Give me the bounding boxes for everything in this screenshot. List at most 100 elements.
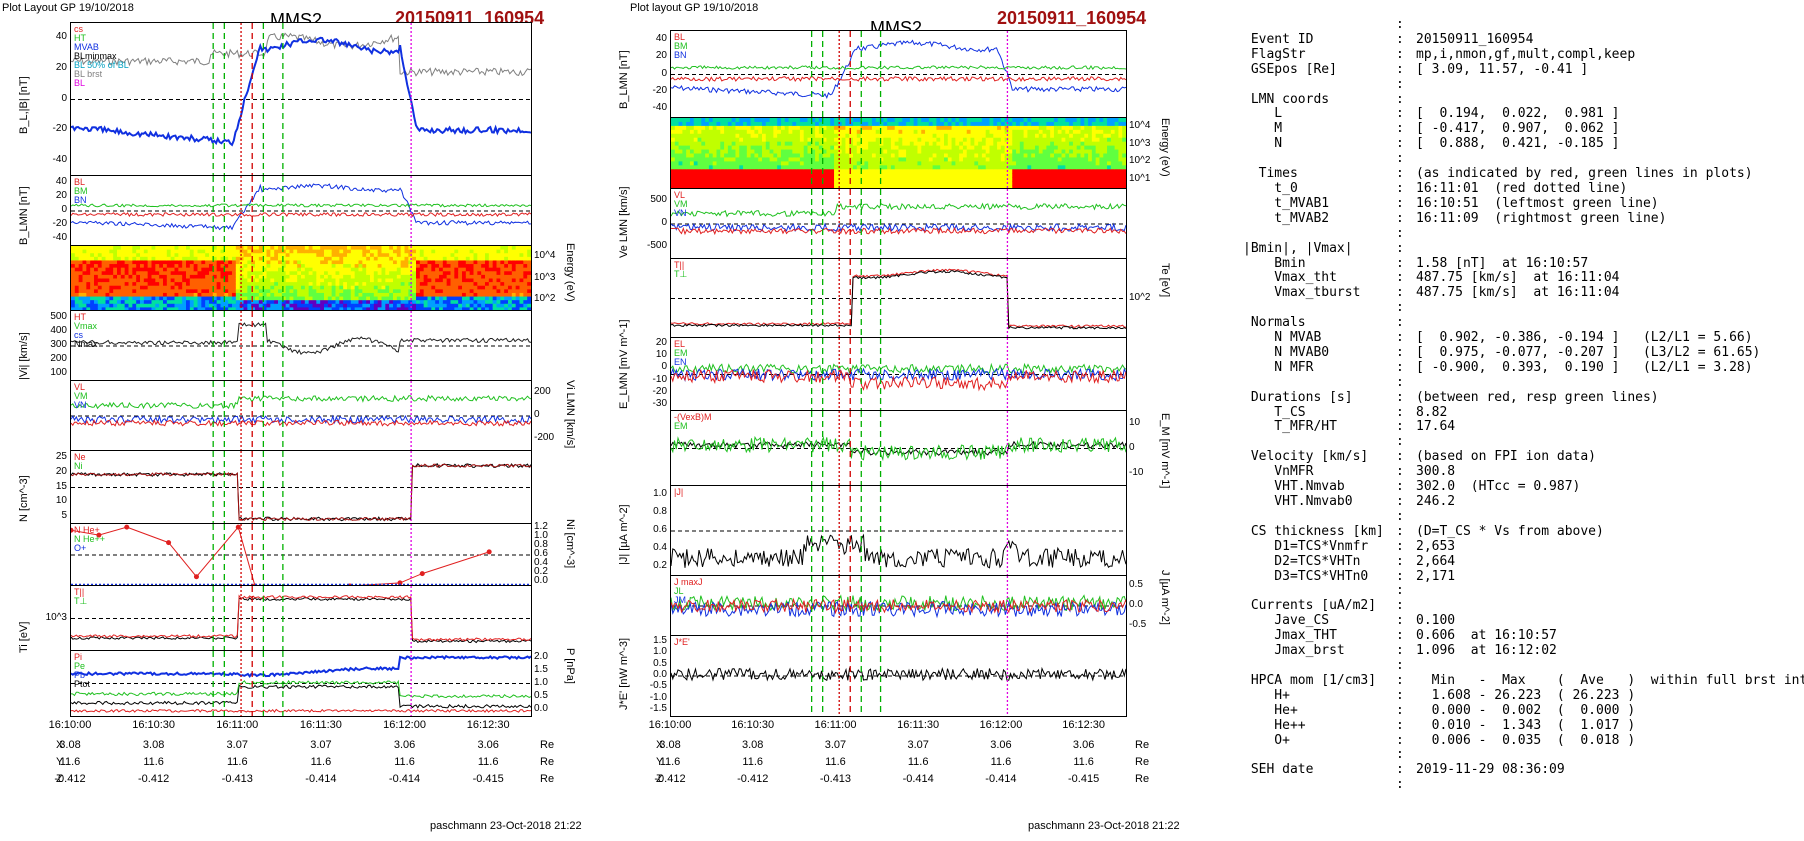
- spectrogram-cell: [921, 141, 926, 147]
- spectrogram-cell: [488, 274, 494, 279]
- spectrogram-cell: [74, 274, 80, 279]
- spectrogram-cell: [966, 181, 972, 186]
- spectrogram-cell: [716, 129, 721, 135]
- spectrogram-cell: [274, 246, 279, 251]
- spectrogram-cell: [803, 133, 808, 139]
- spectrogram-cell: [393, 303, 398, 308]
- spectrogram-cell: [841, 118, 846, 123]
- spectrogram-cell: [788, 157, 793, 162]
- spectrogram-cell: [1057, 185, 1063, 189]
- data-series-line: [71, 32, 531, 77]
- spectrogram-cell: [1053, 129, 1059, 135]
- spectrogram-cell: [86, 267, 91, 272]
- spectrogram-cell: [94, 264, 99, 269]
- spectrogram-cell: [358, 303, 363, 308]
- info-separator: :: [1396, 330, 1404, 346]
- spectrogram-cell: [864, 169, 869, 174]
- spectrogram-cell: [86, 282, 91, 287]
- position-row-label: Y: [56, 756, 64, 768]
- spectrogram-cell: [762, 185, 767, 189]
- spectrogram-cell: [86, 246, 91, 251]
- spectrogram-cell: [136, 296, 141, 301]
- spectrogram-cell: [1023, 145, 1028, 151]
- spectrogram-cell: [841, 133, 846, 139]
- spectrogram-cell: [902, 181, 907, 186]
- spectrogram-cell: [465, 267, 471, 272]
- spectrogram-cell: [515, 303, 520, 308]
- spectrogram-cell: [431, 292, 436, 298]
- y-axis-label: B_L,|B| [nT]: [18, 75, 30, 134]
- spectrogram-cell: [849, 161, 854, 166]
- spectrogram-cell: [913, 121, 918, 127]
- position-value: 3.06: [990, 739, 1012, 751]
- spectrogram-cell: [754, 165, 759, 170]
- spectrogram-cell: [465, 300, 471, 305]
- spectrogram-cell: [883, 137, 888, 143]
- y-tick-label: 1.0: [653, 488, 667, 499]
- spectrogram-cell: [197, 249, 202, 254]
- spectrogram-cell: [477, 282, 482, 287]
- spectrogram-cell: [1057, 177, 1063, 182]
- spectrogram-cell: [754, 161, 759, 166]
- spectrogram-cell: [354, 289, 359, 294]
- spectrogram-cell: [316, 256, 321, 261]
- spectrogram-cell: [270, 264, 275, 269]
- spectrogram-cell: [347, 282, 352, 287]
- spectrogram-cell: [105, 278, 110, 283]
- spectrogram-cell: [822, 157, 827, 162]
- spectrogram-cell: [370, 296, 375, 301]
- spectrogram-cell: [762, 125, 767, 131]
- spectrogram-cell: [347, 307, 352, 311]
- spectrogram-cell: [868, 181, 873, 186]
- spectrogram-cell: [469, 282, 474, 287]
- spectrogram-cell: [739, 169, 744, 174]
- spectrogram-cell: [492, 253, 497, 258]
- spectrogram-cell: [477, 256, 482, 261]
- spectrogram-cell: [270, 292, 275, 298]
- spectrogram-cell: [1118, 181, 1123, 186]
- spectrogram-cell: [697, 177, 702, 182]
- spectrogram-cell: [400, 300, 405, 305]
- spectrogram-cell: [385, 282, 390, 287]
- spectrogram-cell: [508, 264, 513, 269]
- info-key: [1243, 152, 1396, 167]
- spectrogram-cell: [928, 129, 934, 135]
- spectrogram-cell: [864, 141, 869, 147]
- spectrogram-cell: [278, 274, 283, 279]
- position-value: 11.6: [659, 756, 681, 768]
- spectrogram-cell: [308, 289, 313, 294]
- spectrogram-cell: [212, 253, 218, 258]
- spectrogram-cell: [140, 285, 145, 290]
- spectrogram-cell: [235, 249, 241, 254]
- spectrogram-cell: [777, 157, 782, 162]
- y-tick-label: 500: [650, 193, 667, 205]
- spectrogram-cell: [1012, 141, 1017, 147]
- info-key: N MFR: [1243, 359, 1314, 375]
- spectrogram-cell: [906, 157, 911, 162]
- x-tick-label: 16:11:00: [814, 719, 857, 731]
- spectrogram-cell: [285, 282, 290, 287]
- spectrogram-cell: [212, 285, 218, 290]
- spectrogram-cell: [1118, 157, 1123, 162]
- spectrogram-cell: [1095, 137, 1100, 143]
- spectrogram-cell: [389, 285, 394, 290]
- spectrogram-cell: [993, 153, 998, 158]
- spectrogram-cell: [780, 157, 786, 162]
- spectrogram-cell: [822, 165, 827, 170]
- spectrogram-cell: [981, 121, 987, 127]
- spectrogram-cell: [262, 278, 267, 283]
- spectrogram-cell: [792, 121, 797, 127]
- spectrogram-cell: [1046, 173, 1051, 178]
- spectrogram-cell: [454, 296, 459, 301]
- spectrogram-cell: [373, 307, 379, 311]
- spectrogram-cell: [243, 300, 248, 305]
- spectrogram-cell: [270, 303, 275, 308]
- y-tick-label: 0.8: [653, 506, 667, 517]
- spectrogram-cell: [686, 173, 691, 178]
- spectrogram-cell: [1076, 153, 1081, 158]
- info-value: 1.608 - 26.223 ( 26.223 ): [1416, 687, 1636, 703]
- spectrogram-cell: [693, 153, 699, 158]
- spectrogram-cell: [777, 153, 782, 158]
- spectrogram-cell: [293, 246, 298, 251]
- spectrogram-cell: [1050, 125, 1055, 131]
